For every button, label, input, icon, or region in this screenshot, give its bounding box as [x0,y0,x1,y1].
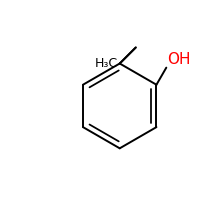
Text: H₃C: H₃C [95,57,118,70]
Text: OH: OH [167,52,191,67]
